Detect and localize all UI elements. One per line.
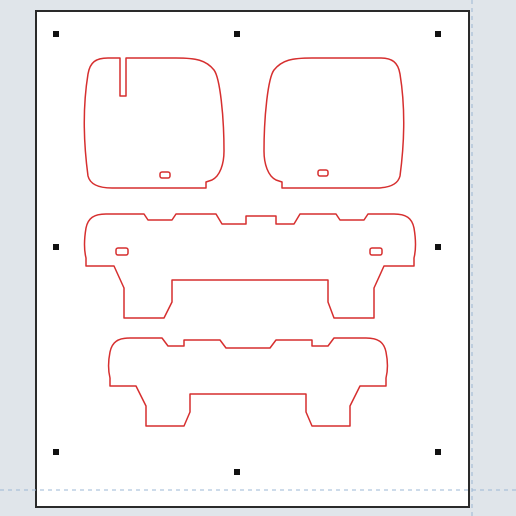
hole-front-left bbox=[160, 172, 170, 178]
outline-rear bbox=[85, 214, 416, 318]
shape-rear-mat[interactable] bbox=[76, 210, 420, 328]
registration-mark-1 bbox=[234, 31, 240, 37]
registration-mark-0 bbox=[53, 31, 59, 37]
registration-mark-6 bbox=[234, 469, 240, 475]
registration-mark-2 bbox=[435, 31, 441, 37]
hole-rear-left bbox=[116, 248, 128, 255]
outline-front-right bbox=[264, 58, 404, 188]
hole-front-right bbox=[318, 170, 328, 176]
registration-mark-7 bbox=[435, 449, 441, 455]
outline-front-left bbox=[84, 58, 224, 188]
registration-mark-4 bbox=[435, 244, 441, 250]
shape-front-left-mat[interactable] bbox=[78, 56, 228, 196]
shape-front-right-mat[interactable] bbox=[260, 56, 410, 196]
hole-rear-right bbox=[370, 248, 382, 255]
registration-mark-5 bbox=[53, 449, 59, 455]
cad-viewport[interactable] bbox=[0, 0, 516, 516]
shape-third-mat[interactable] bbox=[102, 336, 394, 432]
outline-third bbox=[109, 338, 388, 426]
registration-mark-3 bbox=[53, 244, 59, 250]
